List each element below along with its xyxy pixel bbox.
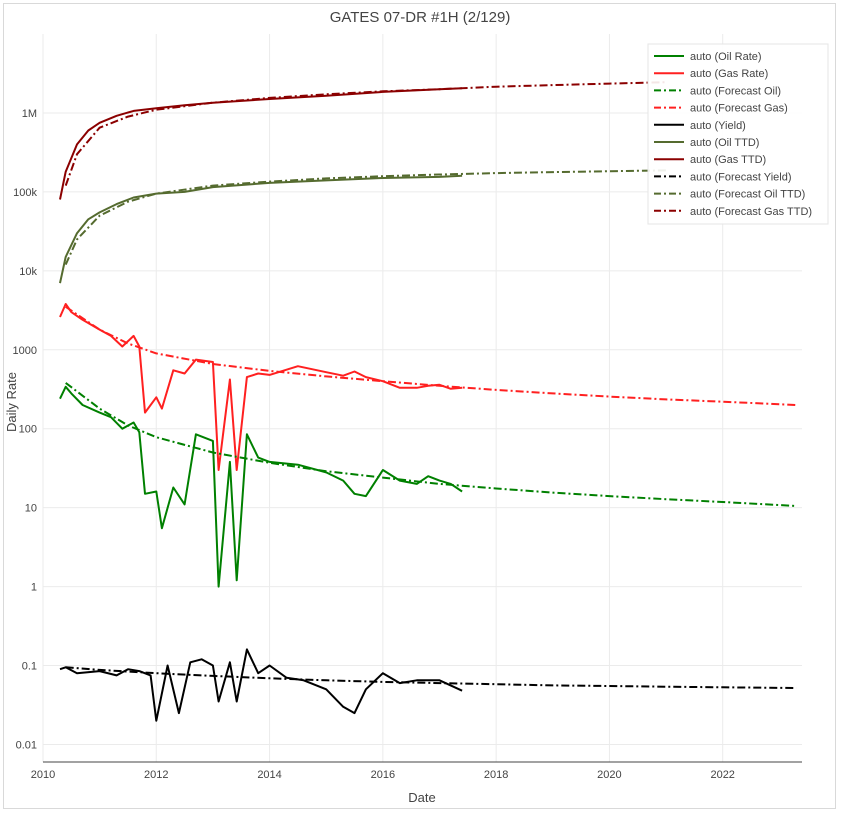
legend[interactable]: auto (Oil Rate) auto (Gas Rate) auto (Fore… [647, 43, 829, 225]
legend-item[interactable]: auto (Oil TTD) [654, 137, 759, 149]
y-tick-label: 0.01 [16, 739, 37, 751]
series-line-1 [59, 303, 463, 471]
y-tick-label: 1M [22, 108, 37, 120]
y-tick-label: 10k [19, 266, 37, 278]
series-line-9 [64, 81, 667, 186]
legend-label: auto (Gas TTD) [690, 154, 766, 166]
legend-label: auto (Gas Rate) [690, 68, 768, 80]
y-tick-label: 100k [13, 187, 37, 199]
legend-item[interactable]: auto (Forecast Oil TTD) [654, 189, 805, 201]
legend-label: auto (Forecast Gas TTD) [690, 206, 812, 218]
x-tick-label: 2014 [257, 769, 281, 781]
series-line-5 [59, 174, 463, 284]
x-tick-label: 2020 [597, 769, 621, 781]
legend-item[interactable]: auto (Gas Rate) [654, 68, 768, 80]
legend-label: auto (Oil Rate) [690, 51, 762, 63]
series-line-0 [59, 385, 463, 588]
x-axis-title: Date [408, 790, 435, 805]
legend-item[interactable]: auto (Yield) [654, 120, 746, 132]
y-tick-label: 100 [19, 424, 37, 436]
chart-title: GATES 07-DR #1H (2/129) [330, 9, 511, 26]
series-line-2 [65, 382, 797, 507]
legend-label: auto (Forecast Oil TTD) [690, 189, 805, 201]
series-line-8 [64, 169, 667, 266]
x-tick-label: 2018 [484, 769, 508, 781]
x-tick-label: 2010 [31, 769, 55, 781]
legend-label: auto (Forecast Oil) [690, 85, 781, 97]
legend-item[interactable]: auto (Oil Rate) [654, 51, 762, 63]
legend-item[interactable]: auto (Forecast Oil) [654, 85, 781, 97]
legend-item[interactable]: auto (Gas TTD) [654, 154, 766, 166]
y-tick-label: 0.1 [22, 661, 37, 673]
y-tick-label: 10 [25, 503, 37, 515]
legend-item[interactable]: auto (Forecast Yield) [654, 171, 792, 183]
chart-frame [3, 3, 836, 809]
series-line-4 [59, 648, 463, 722]
y-tick-label: 1 [31, 582, 37, 594]
legend-item[interactable]: auto (Forecast Gas TTD) [654, 206, 812, 218]
y-axis-title: Daily Rate [4, 372, 19, 432]
legend-label: auto (Forecast Gas) [690, 103, 788, 115]
legend-label: auto (Yield) [690, 120, 746, 132]
y-tick-label: 1000 [13, 345, 37, 357]
series-line-3 [65, 305, 797, 406]
legend-item[interactable]: auto (Forecast Gas) [654, 103, 788, 115]
grid [42, 34, 802, 762]
legend-label: auto (Forecast Yield) [690, 171, 792, 183]
plot-lines [59, 81, 797, 722]
x-tick-label: 2022 [710, 769, 734, 781]
series-line-7 [65, 666, 797, 689]
legend-label: auto (Oil TTD) [690, 137, 759, 149]
axes: 2010 2012 2014 2016 2018 2020 2022 0.01 0.1 1 10 10… [13, 108, 802, 781]
x-tick-label: 2012 [144, 769, 168, 781]
x-tick-label: 2016 [371, 769, 395, 781]
